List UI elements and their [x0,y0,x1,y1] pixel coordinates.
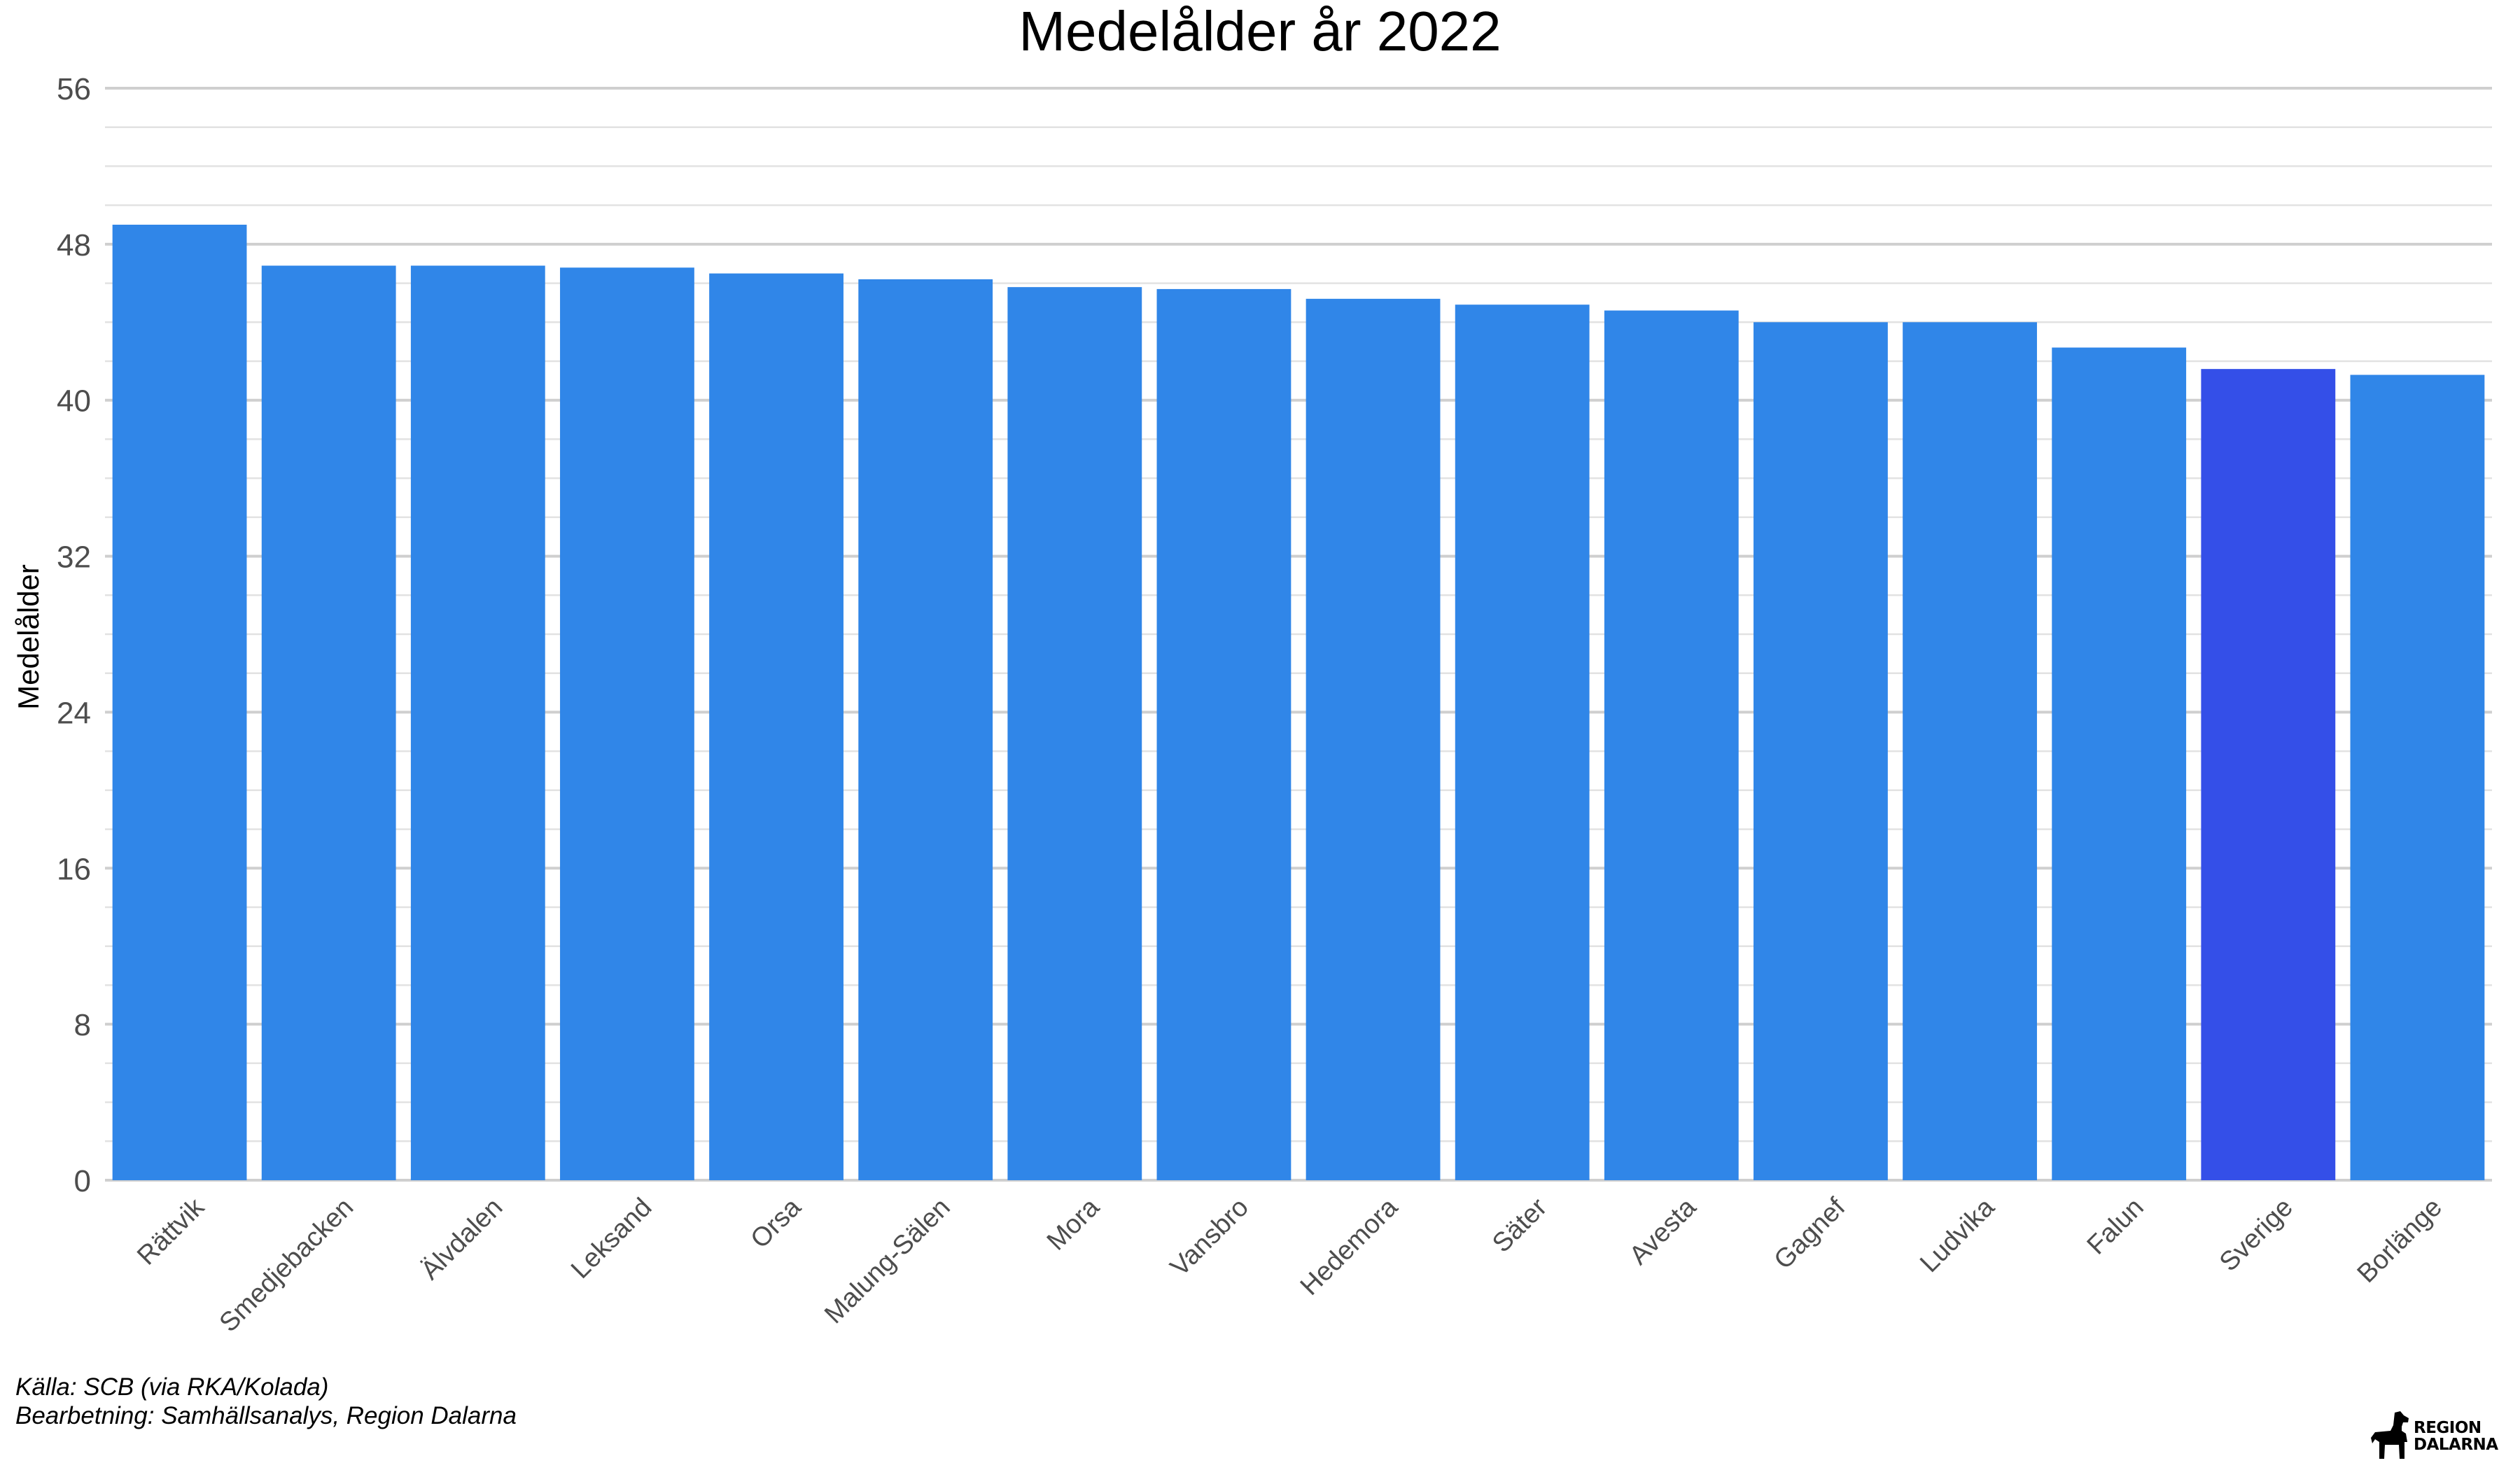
bar-avesta [1604,310,1739,1181]
processing-caption: Bearbetning: Samhällsanalys, Region Dala… [15,1402,517,1429]
y-tick-label: 8 [74,1008,91,1042]
x-tick-label: Gagnef [1769,1192,1851,1275]
x-tick-label: Leksand [566,1193,657,1284]
bar-vansbro [1156,288,1292,1180]
x-tick-labels: Rättvik Smedjebacken Älvdalen Leksand Orsa Ma… [132,1192,2448,1338]
x-tick-label: Avesta [1624,1192,1702,1270]
bar-gagnef [1754,322,1888,1181]
dala-horse-icon [2371,1411,2409,1459]
y-tick-label: 56 [57,72,91,106]
x-tick-label: Ludvika [1914,1192,2001,1278]
x-tick-label: Vansbro [1165,1193,1254,1282]
bar-malung-sälen [858,279,993,1180]
x-tick-label: Älvdalen [415,1193,508,1286]
bar-rättvik [112,225,247,1180]
bar-hedemora [1306,298,1441,1180]
x-tick-label: Rättvik [132,1192,211,1271]
x-tick-label: Hedemora [1295,1192,1404,1301]
y-tick-label: 32 [57,540,91,575]
bar-leksand [560,267,694,1181]
bar-säter [1455,304,1590,1180]
y-tick-label: 16 [57,852,91,886]
bar-orsa [709,273,844,1181]
y-tick-labels: 0 8 16 24 32 40 48 56 [57,72,91,1198]
y-tick-label: 48 [57,228,91,262]
y-tick-label: 24 [57,696,91,730]
bar-ludvika [1903,322,2037,1181]
bar-mora [1007,287,1142,1181]
x-tick-label: Falun [2082,1193,2150,1261]
bar-borlänge [2350,374,2485,1180]
logo-word-dalarna: DALARNA [2414,1436,2498,1454]
source-caption: Källa: SCB (via RKA/Kolada) [15,1373,329,1401]
bar-sverige [2201,369,2336,1181]
bar-smedjebacken [261,265,396,1180]
x-tick-label: Sverige [2214,1193,2299,1278]
bar-älvdalen [410,265,545,1180]
y-axis-label: Medelålder [12,564,45,710]
y-tick-label: 0 [74,1164,91,1198]
bar-falun [2052,347,2187,1180]
bars [112,225,2485,1181]
x-tick-label: Borlänge [2352,1193,2448,1289]
x-tick-label: Malung-Sälen [819,1193,956,1330]
x-tick-label: Orsa [746,1192,808,1254]
x-tick-label: Mora [1042,1192,1106,1256]
x-tick-label: Säter [1487,1193,1553,1259]
chart-title: Medelålder år 2022 [1018,0,1501,62]
y-tick-label: 40 [57,384,91,419]
logo-word-region: REGION [2414,1419,2482,1437]
x-tick-label: Smedjebacken [214,1193,359,1338]
region-dalarna-logo: REGION DALARNA [2370,1407,2499,1463]
